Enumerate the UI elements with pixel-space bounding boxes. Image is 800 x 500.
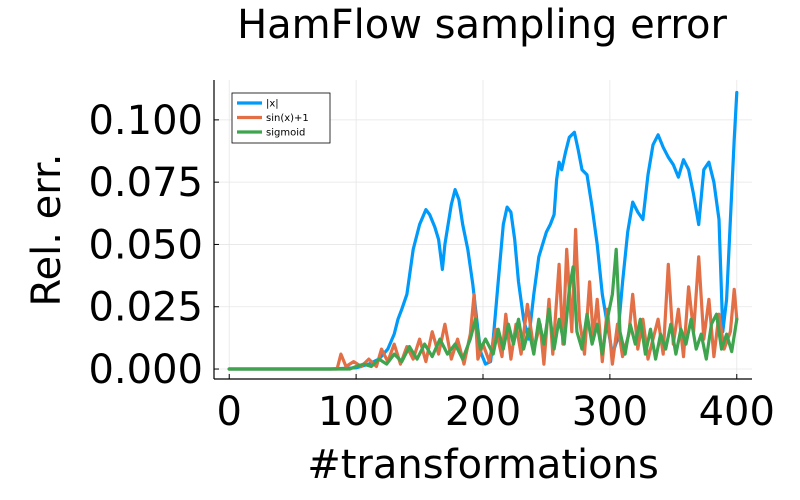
legend-label: |x|: [266, 99, 279, 110]
chart-title: HamFlow sampling error: [237, 2, 727, 48]
y-tick-label: 0.100: [88, 98, 203, 144]
y-tick-label: 0.050: [88, 222, 203, 268]
y-axis-label: Rel. err.: [24, 154, 70, 307]
series-line-sin-x-1: [227, 227, 739, 371]
x-axis-label: #transformations: [307, 442, 659, 488]
x-tick-label: 200: [445, 389, 521, 435]
y-tick-label: 0.075: [88, 160, 203, 206]
x-tick-label: 300: [572, 389, 648, 435]
x-tick-label: 100: [318, 389, 394, 435]
y-tick-label: 0.025: [88, 285, 203, 331]
legend-label: sin(x)+1: [266, 113, 309, 124]
series-lines: [227, 90, 739, 371]
legend-label: sigmoid: [266, 128, 305, 139]
x-tick-label: 400: [699, 389, 775, 435]
legend: |x| sin(x)+1 sigmoid: [231, 92, 331, 144]
series-line-sigmoid: [227, 247, 739, 371]
ticks: 0 100 200 300 400 0.000 0.025 0.050 0.075 0.100: [88, 98, 774, 435]
series-line-x: [227, 90, 739, 371]
y-tick-label: 0.000: [88, 347, 203, 393]
x-tick-label: 0: [216, 389, 241, 435]
